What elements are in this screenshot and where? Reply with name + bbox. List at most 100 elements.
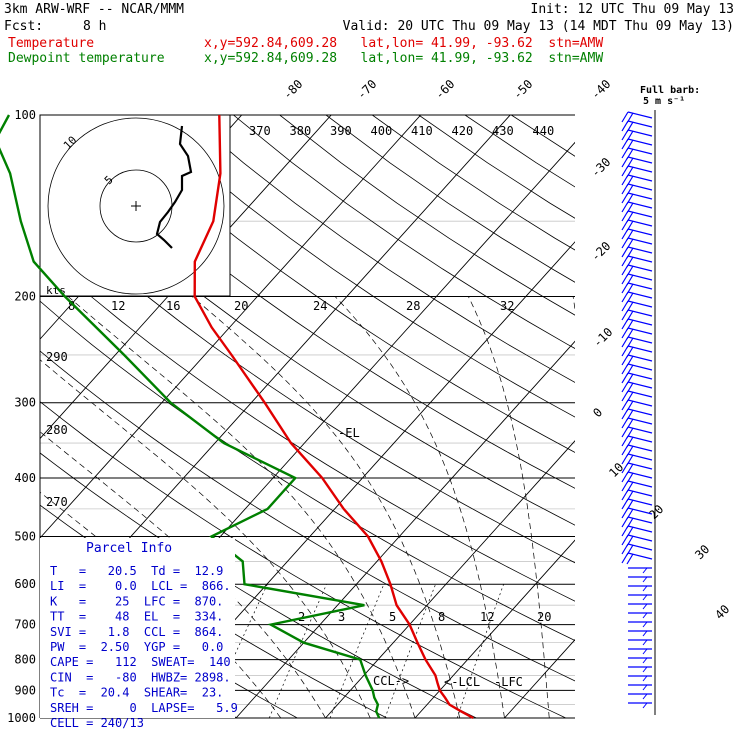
ccl-marker: CCL-> <box>373 674 409 688</box>
isotherm-label: -40 <box>588 77 613 102</box>
wind-barb <box>627 354 653 362</box>
parcel-info-row: CIN = -80 HWBZ= 2898. <box>50 670 231 684</box>
moist-adiabat <box>572 296 575 312</box>
parcel-info-row: T = 20.5 Td = 12.9 <box>50 564 223 578</box>
wind-barb <box>627 345 653 353</box>
wind-barb-flag <box>621 147 629 159</box>
moist-adiabat <box>334 296 505 718</box>
wind-barb-flag <box>621 237 629 249</box>
pressure-tick-label: 500 <box>14 529 36 543</box>
wind-barb-flag <box>621 246 629 258</box>
wind-barb <box>627 417 653 425</box>
wind-barb-flag <box>621 552 629 564</box>
wind-barb-flag <box>642 585 648 592</box>
wind-barb-flag <box>621 435 629 447</box>
wind-barb-flag <box>621 363 629 375</box>
dewpoint-location: x,y=592.84,609.28 lat,lon= 41.99, -93.62… <box>204 51 604 66</box>
mixing-ratio-line <box>268 584 327 718</box>
isotherm-line <box>40 115 422 539</box>
isotherm-line <box>594 115 740 718</box>
wind-barb <box>627 426 653 434</box>
forecast-hour: 8 h <box>83 19 107 34</box>
wind-barb-flag <box>621 156 629 168</box>
isotherm-label: -20 <box>588 239 613 264</box>
mixing-ratio-label: 12 <box>111 299 125 313</box>
mixing-ratio-label: 3 <box>338 610 345 624</box>
isotherm-line <box>40 115 332 440</box>
wind-barb-flag <box>621 381 629 393</box>
wind-barb-flag <box>621 291 629 303</box>
dry-adiabat <box>47 115 575 489</box>
lfc-marker: -LFC <box>494 675 523 689</box>
mixing-ratio-label: 5 <box>389 610 396 624</box>
wind-barb-flag <box>621 300 629 312</box>
wind-barb <box>627 498 653 506</box>
wind-barb <box>627 525 653 533</box>
moist-adiabat <box>468 296 550 718</box>
hodograph-ring-outer <box>47 117 225 295</box>
wind-barb <box>627 210 653 218</box>
dry-adiabat <box>40 401 566 718</box>
wind-barb-flag <box>621 174 629 186</box>
wind-barb <box>627 165 653 173</box>
theta-e-label: 380 <box>290 124 312 138</box>
wind-barb <box>627 201 653 209</box>
pressure-tick-label: 700 <box>14 618 36 632</box>
parcel-info-rows: T = 20.5 Td = 12.9LI = 0.0 LCL = 866.K =… <box>50 564 238 730</box>
parcel-info-row: Tc = 20.4 SHEAR= 23. <box>50 686 223 700</box>
pressure-tick-label: 800 <box>14 653 36 667</box>
wind-barb <box>627 363 653 371</box>
pressure-tick-label: 300 <box>14 396 36 410</box>
hodograph-trace <box>155 125 193 249</box>
wind-barb <box>627 489 653 497</box>
wind-barb-flag <box>621 444 629 456</box>
isotherm-label: 0 <box>590 405 605 420</box>
wind-barb-flag <box>642 675 648 682</box>
wind-barb-flag <box>621 309 629 321</box>
wind-barb <box>627 192 653 200</box>
wind-barb-flag <box>621 201 629 213</box>
wind-barb-flag <box>621 480 629 492</box>
wind-barb <box>627 516 653 524</box>
pressure-tick-label: 100 <box>14 108 36 122</box>
isotherm-line <box>684 115 740 718</box>
wind-barb-flag <box>621 453 629 465</box>
mixing-ratio-label: 28 <box>406 299 420 313</box>
theta-e-label: 390 <box>330 124 352 138</box>
mixing-ratio-label: 8 <box>438 610 445 624</box>
wind-barb <box>627 300 653 308</box>
wind-barb <box>627 147 653 155</box>
wind-barb-flag <box>642 693 648 700</box>
wind-barb <box>627 228 653 236</box>
dry-adiabat <box>40 251 575 602</box>
wind-barb-flag <box>621 462 629 474</box>
wind-barb <box>627 552 653 560</box>
wind-barb-flag <box>621 120 629 132</box>
dry-adiabat <box>233 115 575 349</box>
barb-legend-value: 5 m s⁻¹ <box>643 96 685 107</box>
wind-barb-flag <box>621 165 629 177</box>
dry-adiabat <box>372 115 575 251</box>
wind-barb <box>627 291 653 299</box>
theta-e-label: 410 <box>411 124 433 138</box>
wind-barb-flag <box>621 129 629 141</box>
dry-adiabat <box>94 115 575 453</box>
wind-barb-flag <box>621 228 629 240</box>
wind-barb <box>627 327 653 335</box>
wind-barb <box>627 156 653 164</box>
mixing-ratio-label: 16 <box>166 299 180 313</box>
mixing-ratio-label: 8 <box>68 299 75 313</box>
wind-barb-flag <box>621 417 629 429</box>
wind-barb <box>627 138 653 146</box>
wind-barb <box>627 183 653 191</box>
lcl-marker: <-LCL <box>444 675 480 689</box>
wind-barb-flag <box>621 255 629 267</box>
wind-barb-flag <box>621 336 629 348</box>
wind-barb <box>627 237 653 245</box>
theta-label: 270 <box>46 495 68 509</box>
theta-e-label: 370 <box>249 124 271 138</box>
wind-barb <box>627 129 653 137</box>
theta-label: 290 <box>46 350 68 364</box>
dry-adiabat <box>40 300 575 641</box>
